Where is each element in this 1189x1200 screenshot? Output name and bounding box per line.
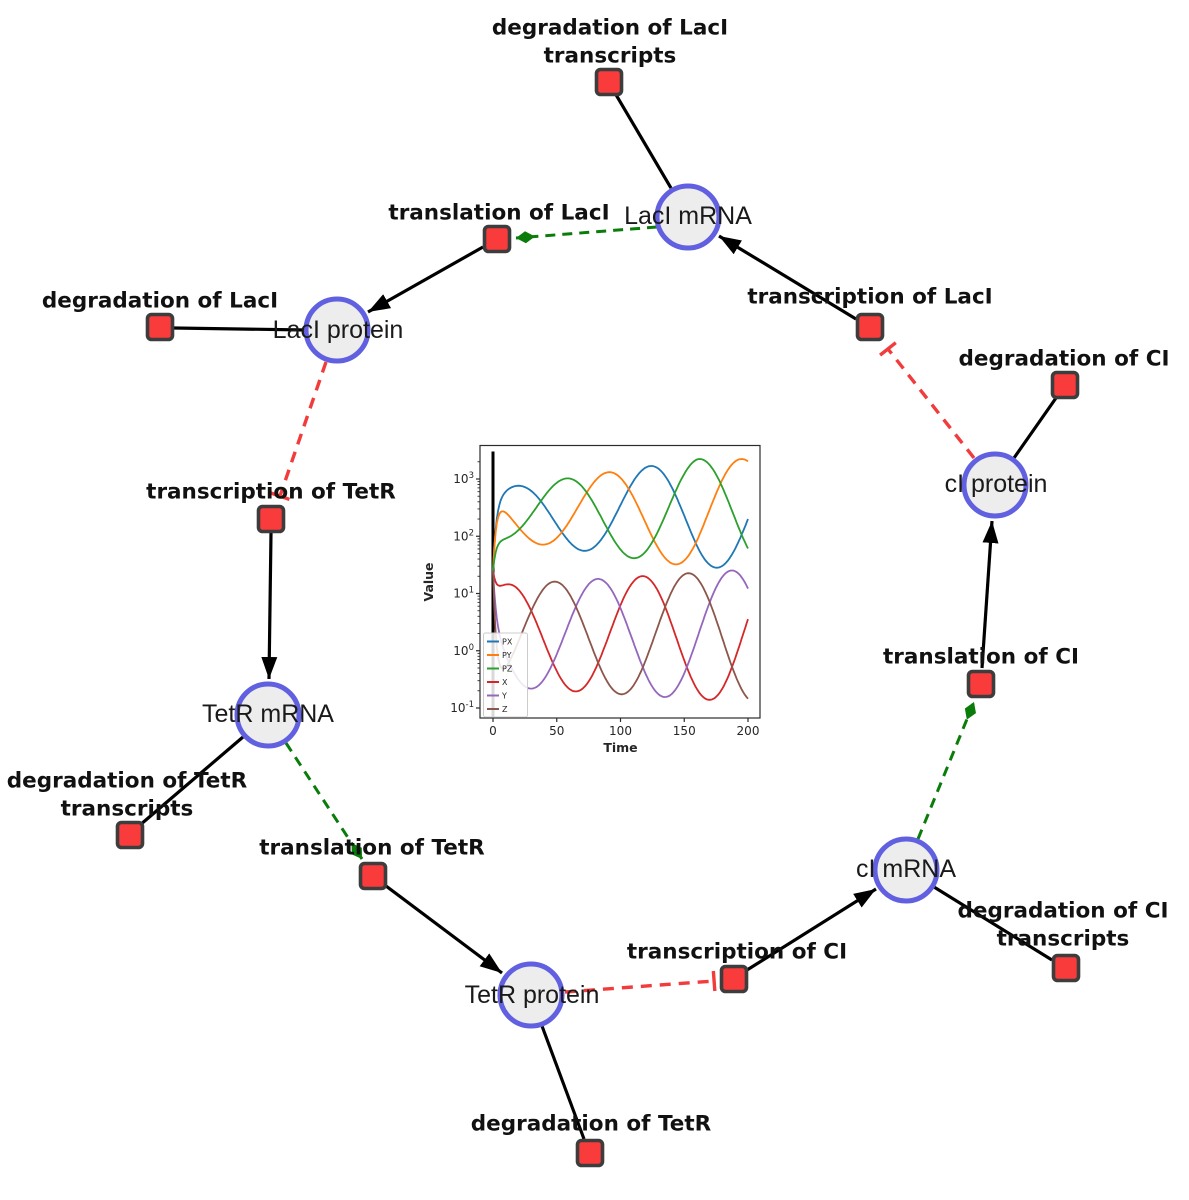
legend-label-X: X [502, 678, 508, 687]
reaction-label: degradation of LacI [42, 289, 278, 314]
species-node-tetr-protein[interactable] [497, 961, 565, 1029]
species-node-tetr-mrna[interactable] [234, 681, 302, 749]
species-node-laci-protein[interactable] [303, 296, 371, 364]
edge-translation-laciprotein [367, 245, 484, 314]
reaction-node-transcription-laci[interactable] [855, 312, 885, 342]
reaction-node-transcription-tetr[interactable] [256, 504, 286, 534]
series-line-Y [492, 569, 749, 698]
edge-tetrmrna-translation-modifier [284, 742, 364, 860]
species-label: TetR protein [465, 981, 600, 1009]
reaction-node-degradation-tetr[interactable] [575, 1138, 605, 1168]
species-label: TetR mRNA [202, 700, 334, 728]
legend-label-PX: PX [502, 638, 513, 647]
reaction-node-degradation-laci-transcripts[interactable] [594, 67, 624, 97]
reaction-node-transcription-ci[interactable] [719, 964, 749, 994]
reaction-label: transcription of LacI [747, 285, 992, 310]
reaction-node-degradation-laci[interactable] [145, 312, 175, 342]
y-tick-label: 101 [453, 586, 474, 601]
y-tick-label: 100 [453, 643, 474, 658]
reaction-label: degradation of LacI [492, 16, 728, 41]
edge-transcriptionci-cimrna [746, 887, 877, 972]
edge-laciprotein-inhibits-transcriptiontetr [269, 361, 328, 501]
series-line-PY [492, 458, 749, 571]
reaction-label: degradation of CI [958, 899, 1169, 924]
reaction-label: translation of LacI [388, 201, 609, 226]
edge-tetrprotein-inhibits-transcriptionci [564, 970, 717, 994]
reaction-node-degradation-ci-transcripts[interactable] [1051, 953, 1081, 983]
legend-label-PY: PY [502, 651, 512, 660]
edge-tetrprotein-degtetr [540, 1025, 586, 1140]
legend-label-PZ: PZ [502, 665, 513, 674]
edge-cimrna-degtranscripts [933, 885, 1053, 962]
edge-tetrmrna-degtranscripts [138, 735, 245, 827]
x-tick-label: 100 [609, 724, 632, 738]
reaction-node-translation-ci[interactable] [966, 669, 996, 699]
nodes-layer [115, 67, 1081, 1168]
reaction-label: degradation of TetR [471, 1112, 712, 1137]
series-line-PX [492, 465, 749, 571]
reaction-label: transcripts [544, 44, 677, 69]
reaction-label: degradation of TetR [7, 769, 248, 794]
reaction-label: transcription of TetR [146, 480, 396, 505]
species-node-laci-mrna[interactable] [654, 183, 722, 251]
y-tick-label: 102 [453, 528, 474, 543]
species-node-ci-protein[interactable] [961, 451, 1029, 519]
reaction-label: transcripts [997, 927, 1130, 952]
legend-label-Y: Y [501, 692, 507, 701]
x-tick-label: 200 [737, 724, 760, 738]
edge-translation-tetrprotein [385, 884, 503, 975]
y-tick-label: 10-1 [450, 700, 474, 715]
edge-ciprotein-degci [1012, 397, 1058, 459]
y-axis-label: Value [421, 562, 436, 601]
x-tick-label: 50 [549, 724, 564, 738]
species-label: cI protein [945, 470, 1048, 498]
reaction-node-degradation-ci[interactable] [1050, 370, 1080, 400]
species-label: LacI mRNA [624, 202, 752, 230]
series-line-X [492, 570, 749, 701]
x-tick-label: 150 [673, 724, 696, 738]
edge-lacimrna-translation-modifier [515, 225, 658, 244]
edge-transcriptiontetr-tetrmrna [261, 532, 278, 680]
reaction-label: transcripts [61, 797, 194, 822]
reaction-label: translation of CI [883, 645, 1079, 670]
edge-laciprotein-deglaci [173, 326, 307, 332]
edge-lacimrna-degtranscripts [613, 92, 673, 189]
reaction-label: translation of TetR [259, 836, 485, 861]
labels-layer: LacI mRNA LacI protein TetR mRNA TetR pr… [7, 16, 1170, 1137]
edge-transcriptionlaci-lacimrna [718, 234, 857, 321]
species-node-ci-mrna[interactable] [872, 836, 940, 904]
reaction-label: transcription of CI [627, 940, 847, 965]
series-line-PZ [492, 458, 749, 571]
inset-chart: 0 50 100 150 20010-1100101102103TimeValuePXP… [421, 444, 761, 755]
reaction-label: degradation of CI [959, 347, 1170, 372]
species-label: cI mRNA [856, 855, 956, 883]
edge-ciprotein-inhibits-transcriptionlaci [879, 341, 976, 460]
edges-layer [138, 92, 1058, 1140]
x-axis-label: Time [603, 740, 637, 755]
legend-label-Z: Z [502, 705, 508, 714]
series-line-Z [492, 570, 749, 700]
x-tick-label: 0 [489, 724, 497, 738]
reaction-node-degradation-tetr-transcripts[interactable] [115, 820, 145, 850]
species-label: LacI protein [273, 316, 404, 344]
reaction-node-translation-laci[interactable] [482, 224, 512, 254]
edge-cimrna-translation-modifier [916, 701, 976, 840]
edge-translation-ciprotein [980, 520, 999, 669]
chart-legend: PX PY PZ XYZ [483, 632, 528, 718]
y-tick-label: 103 [453, 471, 474, 486]
reaction-node-translation-tetr[interactable] [358, 861, 388, 891]
